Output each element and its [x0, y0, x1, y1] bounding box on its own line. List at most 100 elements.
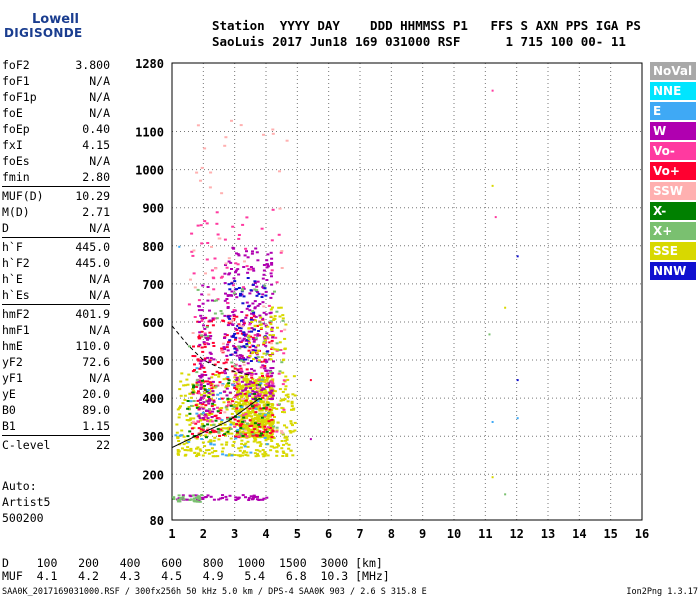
data-point [210, 447, 214, 450]
data-point [251, 283, 255, 286]
data-point [231, 311, 235, 313]
data-point [196, 224, 200, 227]
data-point [254, 424, 258, 427]
data-point [266, 375, 270, 378]
data-point [209, 384, 213, 387]
data-point [188, 412, 192, 415]
data-point [207, 392, 211, 394]
data-point [238, 337, 242, 340]
data-point [256, 425, 260, 428]
data-point [245, 368, 249, 371]
param-value: N/A [89, 221, 110, 235]
data-point [224, 434, 228, 437]
data-point [224, 431, 228, 434]
param-name: D [2, 221, 9, 235]
data-point [260, 323, 264, 326]
x-tick-label: 10 [447, 527, 461, 541]
data-point [266, 395, 270, 398]
data-point [204, 404, 208, 407]
data-point [240, 311, 244, 313]
data-point [282, 358, 286, 361]
data-point [271, 414, 275, 417]
data-point [256, 454, 260, 457]
data-point [177, 450, 181, 453]
data-point [221, 350, 224, 353]
footer-info: SAA0K_2017169031000.RSF / 300fx256h 50 k… [2, 587, 698, 597]
data-point [216, 361, 220, 364]
data-point [188, 494, 192, 497]
data-point [206, 356, 210, 359]
data-point [281, 319, 285, 322]
data-point [252, 311, 256, 314]
data-point [253, 391, 257, 394]
data-point [270, 427, 274, 430]
data-point [205, 394, 209, 397]
param-separator [2, 186, 110, 187]
data-point [210, 413, 214, 415]
data-point [258, 314, 262, 317]
data-point [234, 269, 238, 272]
data-point [264, 408, 268, 411]
param-name: h`F2 [2, 256, 30, 270]
data-point [243, 444, 246, 446]
data-point [187, 406, 191, 408]
data-point [226, 378, 230, 381]
data-point [200, 364, 204, 367]
data-point [269, 423, 273, 426]
auto-artist: Artist5 [2, 495, 51, 509]
data-point [244, 374, 248, 377]
data-point [218, 372, 221, 374]
data-point [203, 496, 207, 499]
data-point [259, 360, 263, 363]
data-point [255, 289, 259, 292]
data-point [250, 388, 254, 391]
param-name: foE [2, 106, 23, 120]
legend-item: Vo- [650, 142, 696, 160]
data-point [226, 343, 230, 346]
data-point [235, 409, 239, 412]
data-point [235, 379, 239, 381]
data-point [223, 144, 227, 147]
data-point [246, 445, 250, 448]
data-point [265, 401, 269, 404]
param-row: M(D) 2.71 [2, 204, 110, 220]
data-point [262, 133, 265, 136]
data-point [215, 299, 218, 302]
data-point [260, 389, 264, 392]
data-point [192, 499, 196, 502]
data-point [277, 233, 281, 236]
data-point [292, 375, 296, 378]
data-point [250, 252, 254, 255]
data-point [272, 385, 276, 388]
data-point [204, 337, 208, 340]
data-point [199, 449, 203, 452]
data-point [228, 416, 232, 419]
data-point [210, 269, 214, 272]
data-point [227, 257, 231, 260]
data-point [185, 414, 189, 417]
data-point [265, 432, 269, 435]
data-point [281, 371, 285, 374]
data-point [262, 343, 266, 346]
data-point [263, 425, 267, 428]
data-point [224, 386, 228, 389]
data-point [202, 385, 206, 387]
data-point [282, 408, 286, 411]
data-point [261, 394, 265, 397]
data-point [254, 434, 258, 437]
data-point [213, 415, 217, 417]
data-point [215, 222, 219, 225]
data-point [235, 385, 239, 388]
data-point [264, 339, 267, 342]
data-point [271, 430, 275, 433]
data-point [200, 242, 204, 245]
data-point [244, 496, 247, 499]
data-point [209, 439, 213, 442]
data-point [275, 281, 279, 284]
data-point [179, 496, 183, 499]
data-point [213, 455, 217, 458]
data-point [264, 369, 268, 372]
param-name: foF1 [2, 74, 30, 88]
data-point [242, 400, 246, 403]
x-tick-label: 11 [478, 527, 492, 541]
